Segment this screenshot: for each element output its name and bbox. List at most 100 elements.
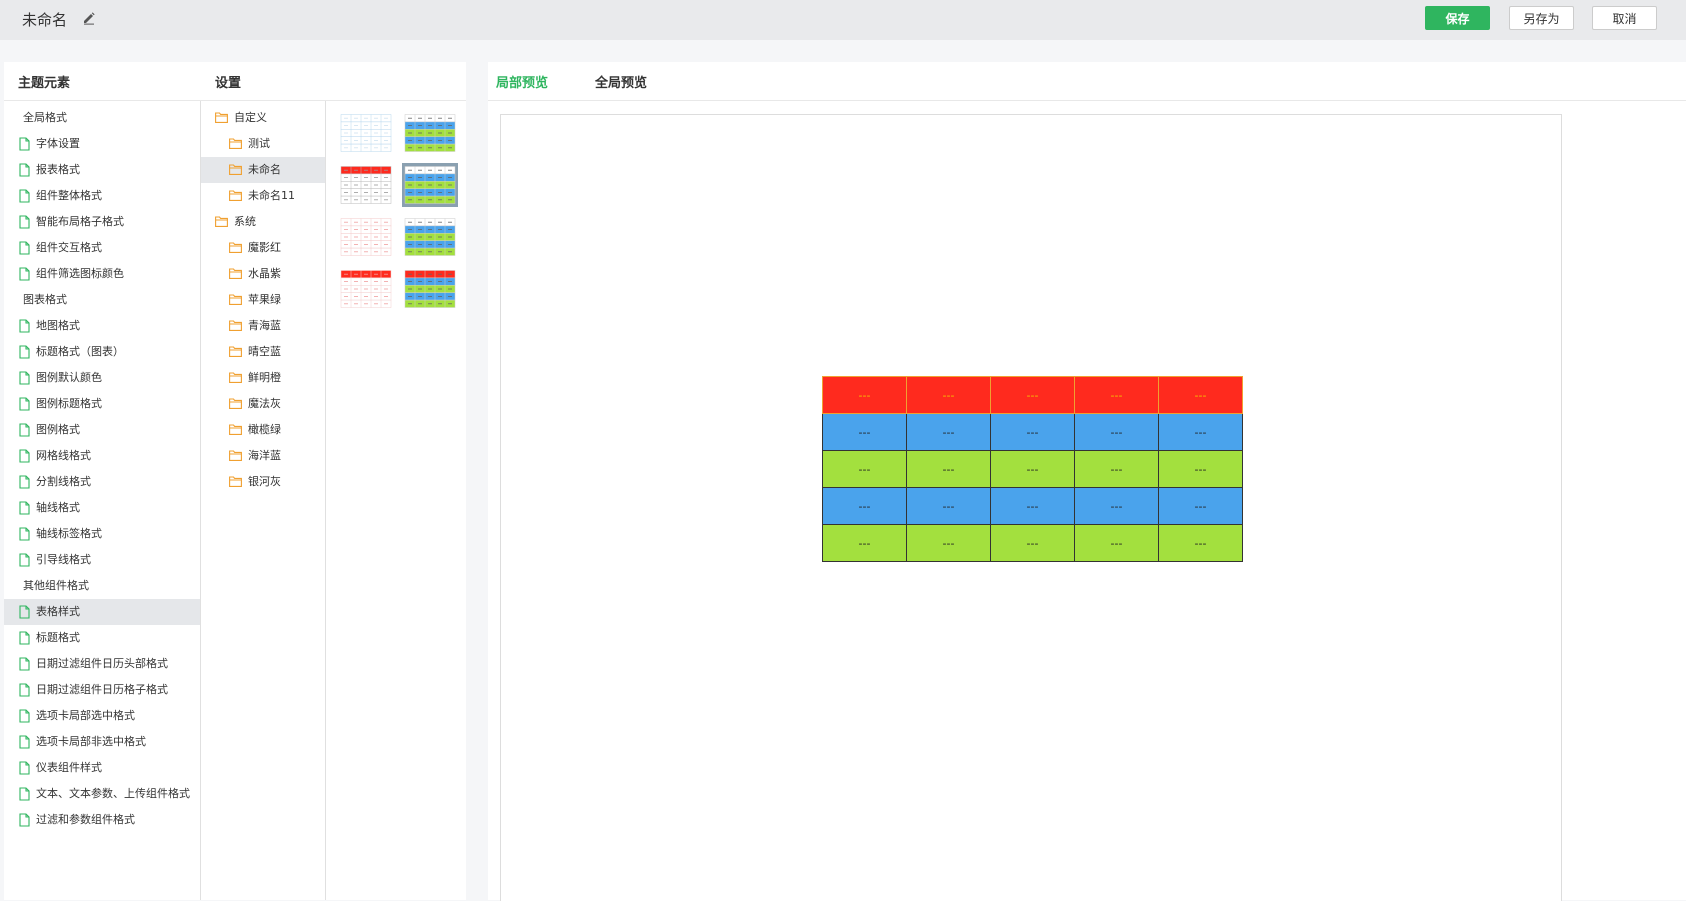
- settings-folder-item[interactable]: 青海蓝: [201, 313, 325, 339]
- preview-table-cell: ---: [906, 413, 991, 451]
- tab-local-preview[interactable]: 局部预览: [496, 76, 549, 91]
- element-item[interactable]: 图例默认颜色: [4, 365, 200, 391]
- preview-table-cell: ---: [822, 376, 907, 414]
- element-item[interactable]: 网格线格式: [4, 443, 200, 469]
- thumbnail-preview: [340, 218, 392, 256]
- settings-folder-item[interactable]: 苹果绿: [201, 287, 325, 313]
- element-item[interactable]: 分割线格式: [4, 469, 200, 495]
- settings-folder-item[interactable]: 水晶紫: [201, 261, 325, 287]
- style-thumbnail[interactable]: [402, 111, 458, 155]
- element-item[interactable]: 日期过滤组件日历格子格式: [4, 677, 200, 703]
- folder-icon: [229, 164, 242, 175]
- element-label: 标题格式: [36, 631, 80, 644]
- element-item[interactable]: 组件筛选图标颜色: [4, 261, 200, 287]
- save-as-button[interactable]: 另存为: [1509, 6, 1574, 30]
- settings-folder-item[interactable]: 未命名: [201, 157, 325, 183]
- settings-folder-item[interactable]: 晴空蓝: [201, 339, 325, 365]
- element-item[interactable]: 表格样式: [4, 599, 200, 625]
- element-item[interactable]: 引导线格式: [4, 547, 200, 573]
- element-category[interactable]: 全局格式: [4, 105, 200, 131]
- element-item[interactable]: 地图格式: [4, 313, 200, 339]
- element-item[interactable]: 日期过滤组件日历头部格式: [4, 651, 200, 677]
- element-label: 报表格式: [36, 163, 80, 176]
- preview-table-cell: ---: [1158, 413, 1243, 451]
- edit-icon[interactable]: [82, 11, 96, 25]
- element-item[interactable]: 标题格式（图表）: [4, 339, 200, 365]
- settings-folder-item[interactable]: 未命名11: [201, 183, 325, 209]
- document-icon: [19, 241, 30, 255]
- style-thumbnail[interactable]: [338, 267, 394, 311]
- element-item[interactable]: 标题格式: [4, 625, 200, 651]
- save-button[interactable]: 保存: [1425, 6, 1490, 30]
- folder-icon: [229, 476, 242, 487]
- element-item[interactable]: 图例标题格式: [4, 391, 200, 417]
- style-thumbnail[interactable]: [402, 163, 458, 207]
- element-item[interactable]: 轴线标签格式: [4, 521, 200, 547]
- folder-icon: [229, 372, 242, 383]
- element-item[interactable]: 文本、文本参数、上传组件格式: [4, 781, 200, 807]
- preview-table-cell: ---: [990, 524, 1075, 562]
- element-item[interactable]: 选项卡局部非选中格式: [4, 729, 200, 755]
- element-item[interactable]: 选项卡局部选中格式: [4, 703, 200, 729]
- preview-table-row: --- --- --- --- ---: [822, 450, 1243, 488]
- preview-table-cell: ---: [906, 376, 991, 414]
- document-icon: [19, 137, 30, 151]
- element-label: 日期过滤组件日历格子格式: [36, 683, 168, 696]
- style-thumbnail[interactable]: [338, 163, 394, 207]
- document-icon: [19, 501, 30, 515]
- style-thumbnail[interactable]: [402, 215, 458, 259]
- settings-folder-item[interactable]: 系统: [201, 209, 325, 235]
- preview-table-cell: ---: [822, 413, 907, 451]
- element-item[interactable]: 过滤和参数组件格式: [4, 807, 200, 833]
- settings-folder-label: 未命名: [248, 163, 281, 176]
- style-thumbnail[interactable]: [338, 111, 394, 155]
- document-icon: [19, 215, 30, 229]
- style-thumbnail[interactable]: [338, 215, 394, 259]
- element-item[interactable]: 仪表组件样式: [4, 755, 200, 781]
- element-item[interactable]: 组件整体格式: [4, 183, 200, 209]
- element-item[interactable]: 报表格式: [4, 157, 200, 183]
- document-icon: [19, 527, 30, 541]
- element-item[interactable]: 智能布局格子格式: [4, 209, 200, 235]
- element-label: 组件交互格式: [36, 241, 102, 254]
- element-label: 引导线格式: [36, 553, 91, 566]
- element-label: 图表格式: [23, 293, 67, 306]
- style-thumbnail[interactable]: [402, 267, 458, 311]
- cancel-button[interactable]: 取消: [1592, 6, 1657, 30]
- document-icon: [19, 371, 30, 385]
- element-category[interactable]: 其他组件格式: [4, 573, 200, 599]
- tab-global-preview[interactable]: 全局预览: [595, 76, 648, 91]
- settings-folder-item[interactable]: 银河灰: [201, 469, 325, 495]
- preview-table-cell: ---: [990, 413, 1075, 451]
- folder-icon: [229, 242, 242, 253]
- settings-folder-item[interactable]: 魔影红: [201, 235, 325, 261]
- element-item[interactable]: 组件交互格式: [4, 235, 200, 261]
- preview-table-cell: ---: [990, 450, 1075, 488]
- preview-table-cell: ---: [906, 487, 991, 525]
- settings-folder-label: 青海蓝: [248, 319, 281, 332]
- element-item[interactable]: 轴线格式: [4, 495, 200, 521]
- settings-folder-item[interactable]: 橄榄绿: [201, 417, 325, 443]
- settings-folder-item[interactable]: 魔法灰: [201, 391, 325, 417]
- element-label: 图例标题格式: [36, 397, 102, 410]
- element-item[interactable]: 字体设置: [4, 131, 200, 157]
- preview-canvas: --- --- --- --- --- --- --- --- --- --- --- --- --- -…: [500, 114, 1562, 901]
- element-label: 智能布局格子格式: [36, 215, 124, 228]
- document-icon: [19, 345, 30, 359]
- preview-table-cell: ---: [1158, 376, 1243, 414]
- settings-folder-item[interactable]: 鲜明橙: [201, 365, 325, 391]
- element-label: 地图格式: [36, 319, 80, 332]
- element-item[interactable]: 图例格式: [4, 417, 200, 443]
- settings-folder-item[interactable]: 自定义: [201, 105, 325, 131]
- settings-folder-label: 测试: [248, 137, 270, 150]
- settings-folder-label: 系统: [234, 215, 256, 228]
- thumbnail-preview: [340, 114, 392, 152]
- element-category[interactable]: 图表格式: [4, 287, 200, 313]
- thumbnail-preview: [404, 114, 456, 152]
- document-icon: [19, 267, 30, 281]
- thumbnail-preview: [340, 166, 392, 204]
- element-label: 表格样式: [36, 605, 80, 618]
- settings-folder-item[interactable]: 测试: [201, 131, 325, 157]
- settings-folder-item[interactable]: 海洋蓝: [201, 443, 325, 469]
- page-title: 未命名: [22, 11, 68, 29]
